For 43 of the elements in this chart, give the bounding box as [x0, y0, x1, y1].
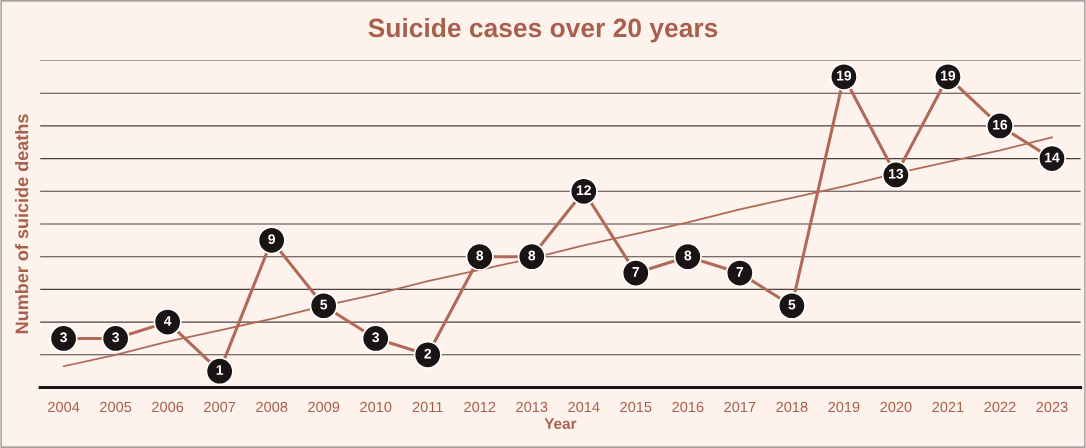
- data-label: 7: [736, 267, 744, 277]
- x-tick-label: 2011: [412, 401, 443, 413]
- x-tick-label: 2009: [308, 401, 340, 413]
- chart-title: Suicide cases over 20 years: [368, 17, 718, 43]
- x-tick-label: 2019: [828, 401, 860, 413]
- y-axis-title: Number of suicide deaths: [15, 114, 29, 334]
- x-tick-label: 2015: [620, 401, 652, 413]
- x-tick-label: 2016: [672, 401, 704, 413]
- data-label: 16: [993, 119, 1008, 130]
- x-axis-title: Year: [544, 418, 577, 429]
- data-label: 8: [684, 250, 692, 261]
- data-label: 8: [528, 250, 536, 261]
- x-tick-label: 2004: [48, 401, 80, 413]
- data-label: 3: [372, 332, 380, 343]
- data-label: 7: [632, 267, 640, 277]
- x-tick-label: 2007: [204, 401, 236, 413]
- data-label: 5: [788, 299, 796, 310]
- data-label: 4: [163, 316, 172, 326]
- x-tick-label: 2020: [880, 401, 912, 413]
- x-tick-label: 2012: [464, 401, 496, 413]
- x-tick-label: 2008: [256, 401, 288, 413]
- data-label: 8: [476, 250, 484, 261]
- x-tick-label: 2022: [984, 401, 1016, 413]
- data-label: 2: [424, 348, 432, 359]
- data-label: 3: [60, 332, 67, 343]
- data-label: 12: [576, 185, 591, 195]
- x-tick-label: 2006: [152, 401, 184, 413]
- data-label: 3: [112, 332, 119, 343]
- x-tick-label: 2017: [724, 401, 756, 413]
- data-label: 5: [320, 299, 328, 310]
- x-tick-label: 2005: [100, 401, 132, 413]
- data-label: 13: [889, 168, 904, 179]
- x-tick-label: 2014: [568, 401, 600, 413]
- x-tick-label: 2010: [360, 401, 392, 413]
- x-tick-label: 2023: [1036, 401, 1068, 413]
- x-tick-label: 2021: [932, 401, 964, 413]
- x-tick-label: 2013: [516, 401, 548, 413]
- data-label: 19: [837, 70, 852, 81]
- data-label: 9: [268, 234, 276, 245]
- data-label: 14: [1045, 152, 1060, 163]
- data-label: 19: [941, 70, 956, 81]
- data-label: 1: [216, 365, 224, 375]
- x-tick-label: 2018: [776, 401, 808, 413]
